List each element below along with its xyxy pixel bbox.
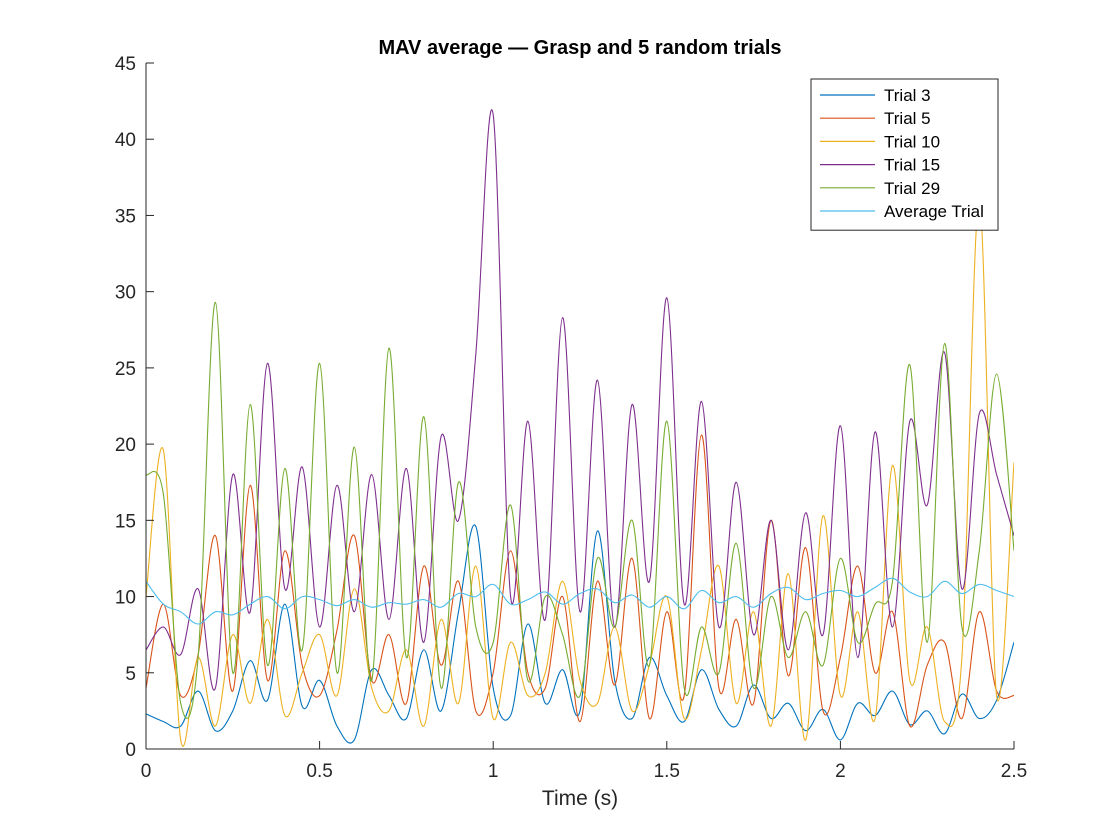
axes-layer: 0 0.5 1 1.5 2 2.5 0 5 10 15 20 25 30 35 40 45 [115, 54, 1027, 782]
legend-label: Average Trial [884, 202, 984, 221]
chart-title: MAV average — Grasp and 5 random trials [378, 37, 781, 59]
x-tick-label: 1 [488, 761, 499, 782]
legend-box [810, 78, 999, 231]
series-line-5 [146, 301, 1014, 719]
x-tick-label: 0 [141, 761, 152, 782]
x-tick-label: 1.5 [654, 761, 680, 782]
y-tick-label: 40 [115, 130, 136, 151]
legend-label: Trial 29 [884, 179, 940, 198]
x-tick-label: 2 [835, 761, 846, 782]
legend-label: Trial 10 [884, 132, 940, 151]
legend: Trial 3 Trial 5 Trial 10 Trial 15 Trial 29 Av… [810, 78, 999, 231]
x-tick-label: 0.5 [306, 761, 332, 782]
series-line-1 [146, 524, 1014, 744]
y-tick-label: 20 [115, 435, 136, 456]
y-tick-label: 45 [115, 54, 136, 75]
legend-label: Trial 5 [884, 109, 931, 128]
legend-label: Trial 3 [884, 86, 931, 105]
series-line-6 [146, 577, 1014, 625]
y-tick-label: 35 [115, 206, 136, 227]
y-tick-label: 5 [125, 664, 136, 685]
x-axis-title: Time (s) [542, 787, 618, 810]
plot-area: 0 0.5 1 1.5 2 2.5 0 5 10 15 20 25 30 35 40 45 [115, 54, 1027, 782]
y-tick-label: 10 [115, 588, 136, 609]
legend-label: Trial 15 [884, 156, 940, 175]
y-tick-label: 25 [115, 359, 136, 380]
y-tick-label: 0 [125, 740, 136, 761]
series-layer [146, 109, 1014, 747]
x-tick-label: 2.5 [1001, 761, 1027, 782]
y-tick-label: 15 [115, 511, 136, 532]
y-tick-label: 30 [115, 283, 136, 304]
series-line-4 [146, 109, 1014, 691]
